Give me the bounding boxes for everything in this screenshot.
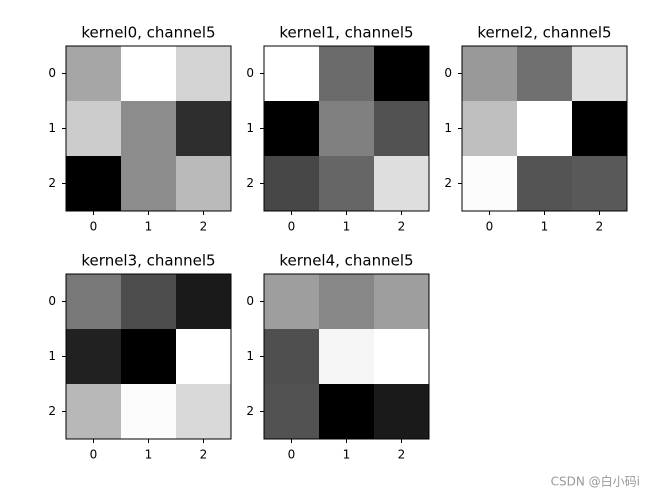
heatmap-cell bbox=[319, 384, 375, 440]
x-tick-label: 2 bbox=[200, 448, 208, 462]
heatmap-cell bbox=[517, 46, 573, 102]
x-tick-label: 1 bbox=[145, 220, 153, 234]
heatmap-cell bbox=[264, 274, 320, 330]
x-tick-label: 0 bbox=[486, 220, 494, 234]
y-tick-label: 2 bbox=[246, 176, 254, 190]
heatmap-cell bbox=[264, 156, 320, 212]
heatmap-cell bbox=[374, 384, 430, 440]
y-tick-label: 2 bbox=[48, 176, 56, 190]
x-tick-label: 2 bbox=[398, 220, 406, 234]
y-tick-label: 0 bbox=[246, 294, 254, 308]
x-tick-label: 2 bbox=[596, 220, 604, 234]
heatmap-cell bbox=[264, 46, 320, 102]
heatmap-cell bbox=[462, 101, 518, 157]
heatmap-cell bbox=[121, 101, 177, 157]
heatmap-cell bbox=[264, 329, 320, 385]
heatmap-cell bbox=[176, 156, 232, 212]
heatmap-cell bbox=[176, 274, 232, 330]
heatmap-cell bbox=[66, 101, 122, 157]
heatmap-cell bbox=[176, 329, 232, 385]
x-tick-label: 0 bbox=[288, 220, 296, 234]
y-tick-label: 0 bbox=[48, 294, 56, 308]
x-tick-label: 0 bbox=[288, 448, 296, 462]
heatmap-cell bbox=[374, 329, 430, 385]
subplot-title: kernel1, channel5 bbox=[279, 24, 413, 42]
heatmap-cell bbox=[374, 101, 430, 157]
heatmap-cell bbox=[572, 46, 628, 102]
heatmap-cell bbox=[462, 156, 518, 212]
heatmap-cell bbox=[121, 329, 177, 385]
heatmap-cell bbox=[121, 156, 177, 212]
y-tick-label: 1 bbox=[246, 121, 254, 135]
heatmap-cell bbox=[66, 384, 122, 440]
y-tick-label: 0 bbox=[48, 66, 56, 80]
heatmap-cell bbox=[264, 101, 320, 157]
y-tick-label: 1 bbox=[48, 349, 56, 363]
subplot-title: kernel4, channel5 bbox=[279, 252, 413, 270]
subplot-title: kernel0, channel5 bbox=[81, 24, 215, 42]
heatmap-cell bbox=[121, 384, 177, 440]
watermark: CSDN @白小码i bbox=[551, 474, 640, 489]
heatmap-cell bbox=[319, 46, 375, 102]
heatmap-cell bbox=[66, 156, 122, 212]
heatmap-cell bbox=[121, 46, 177, 102]
x-tick-label: 0 bbox=[90, 220, 98, 234]
heatmap-cell bbox=[374, 274, 430, 330]
y-tick-label: 1 bbox=[48, 121, 56, 135]
subplot-title: kernel2, channel5 bbox=[477, 24, 611, 42]
heatmap-cell bbox=[517, 156, 573, 212]
heatmap-cell bbox=[264, 384, 320, 440]
y-tick-label: 1 bbox=[246, 349, 254, 363]
x-tick-label: 0 bbox=[90, 448, 98, 462]
heatmap-cell bbox=[176, 46, 232, 102]
heatmap-cell bbox=[176, 384, 232, 440]
x-tick-label: 1 bbox=[343, 220, 351, 234]
y-tick-label: 0 bbox=[444, 66, 452, 80]
x-tick-label: 1 bbox=[343, 448, 351, 462]
heatmap-cell bbox=[66, 329, 122, 385]
heatmap-cell bbox=[176, 101, 232, 157]
heatmap-cell bbox=[374, 156, 430, 212]
heatmap-cell bbox=[572, 101, 628, 157]
heatmap-cell bbox=[462, 46, 518, 102]
x-tick-label: 2 bbox=[200, 220, 208, 234]
heatmap-cell bbox=[66, 46, 122, 102]
heatmap-cell bbox=[374, 46, 430, 102]
heatmap-cell bbox=[319, 329, 375, 385]
heatmap-cell bbox=[319, 101, 375, 157]
heatmap-cell bbox=[572, 156, 628, 212]
heatmap-cell bbox=[319, 274, 375, 330]
subplot-title: kernel3, channel5 bbox=[81, 252, 215, 270]
x-tick-label: 1 bbox=[541, 220, 549, 234]
x-tick-label: 2 bbox=[398, 448, 406, 462]
heatmap-cell bbox=[121, 274, 177, 330]
y-tick-label: 1 bbox=[444, 121, 452, 135]
y-tick-label: 2 bbox=[48, 404, 56, 418]
heatmap-cell bbox=[66, 274, 122, 330]
heatmap-cell bbox=[319, 156, 375, 212]
y-tick-label: 2 bbox=[444, 176, 452, 190]
x-tick-label: 1 bbox=[145, 448, 153, 462]
y-tick-label: 2 bbox=[246, 404, 254, 418]
heatmap-cell bbox=[517, 101, 573, 157]
y-tick-label: 0 bbox=[246, 66, 254, 80]
